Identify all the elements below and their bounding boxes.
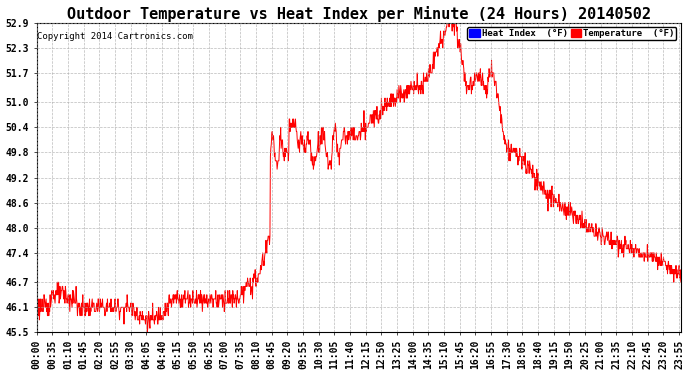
Legend: Heat Index  (°F), Temperature  (°F): Heat Index (°F), Temperature (°F) — [467, 27, 676, 40]
Text: Copyright 2014 Cartronics.com: Copyright 2014 Cartronics.com — [37, 32, 193, 41]
Title: Outdoor Temperature vs Heat Index per Minute (24 Hours) 20140502: Outdoor Temperature vs Heat Index per Mi… — [67, 6, 651, 21]
